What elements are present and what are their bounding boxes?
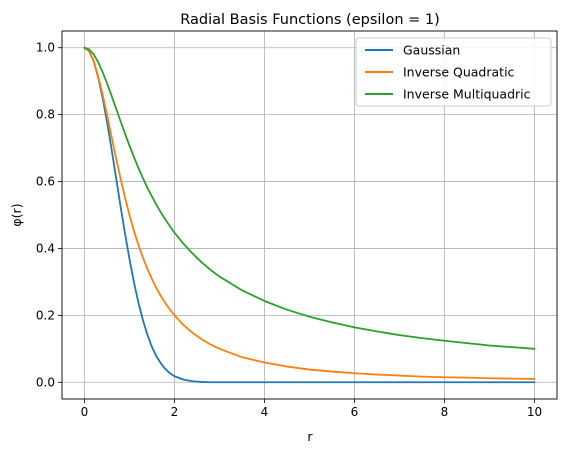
plot-frame [61, 30, 558, 400]
y-tick-label: 0.6 [36, 175, 55, 189]
x-tick-label: 8 [441, 405, 449, 419]
x-tick-label: 0 [81, 405, 89, 419]
x-tick-label: 6 [351, 405, 359, 419]
x-tick-label: 10 [527, 405, 542, 419]
axis-ticks: 0 2 4 6 8 10 0.0 0.2 0.4 0.6 0.8 1.0 [36, 41, 542, 419]
x-tick-label: 4 [261, 405, 269, 419]
legend-label-inverse-quadratic: Inverse Quadratic [403, 65, 515, 80]
legend-box [355, 37, 552, 107]
x-tick-label: 2 [171, 405, 179, 419]
series-line-inverse-multiquadric [83, 46, 536, 350]
series-lines [83, 46, 536, 384]
y-tick-label: 0.8 [36, 108, 55, 122]
series-line-gaussian [83, 46, 536, 384]
y-tick-label: 1.0 [36, 41, 55, 55]
y-tick-label: 0.0 [36, 375, 55, 389]
y-tick-label: 0.4 [36, 241, 55, 255]
y-tick-label: 0.2 [36, 308, 55, 322]
series-line-inverse-quadratic [83, 46, 536, 380]
legend-label-inverse-multiquadric: Inverse Multiquadric [403, 87, 531, 102]
chart-title: Radial Basis Functions (epsilon = 1) [180, 12, 440, 28]
legend: Gaussian Inverse Quadratic Inverse Multi… [355, 37, 552, 107]
y-axis-label: φ(r) [9, 203, 24, 226]
legend-label-gaussian: Gaussian [403, 43, 460, 58]
x-axis-label: r [307, 429, 313, 444]
